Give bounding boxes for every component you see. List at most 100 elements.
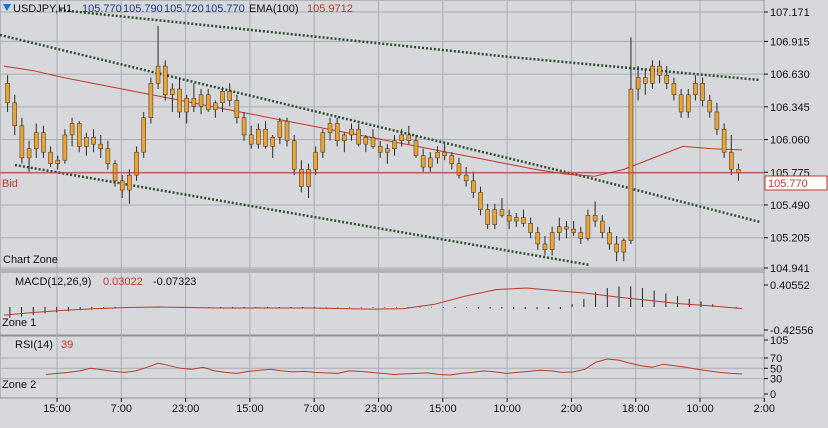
candle-body (600, 220, 605, 233)
candle-body (399, 134, 404, 141)
candle-body (127, 174, 132, 191)
candle-body (714, 111, 720, 130)
y-tick-label: 105.490 (770, 200, 810, 212)
candle-body (635, 77, 641, 90)
candle-body (628, 88, 634, 241)
candle-body (585, 215, 591, 239)
candle-body (356, 128, 361, 145)
ema-value: 105.9712 (307, 3, 353, 15)
main-panel-bg (0, 0, 765, 271)
x-tick-label: 7:00 (303, 403, 324, 415)
candle-body (721, 128, 727, 153)
y-tick-label: 106.915 (770, 36, 810, 48)
arrow-down-icon[interactable] (3, 4, 11, 11)
open-value: 105.770 (82, 3, 122, 15)
candle-body (657, 65, 662, 76)
y-tick-label: 106.630 (770, 69, 810, 81)
grid-lines (0, 0, 765, 398)
candle-body (313, 151, 318, 170)
candle-body (284, 120, 290, 141)
candle-body (205, 94, 211, 110)
macd-value-2: -0.07323 (153, 276, 196, 288)
x-tick-label: 15:00 (236, 403, 264, 415)
candle-body (650, 65, 655, 84)
candle-body (141, 117, 146, 153)
candle-body (248, 134, 254, 145)
y-tick-label: 105.205 (770, 233, 810, 245)
candle-body (134, 151, 139, 176)
x-tick-label: 18:00 (622, 403, 650, 415)
y-tick-label: 106.060 (770, 135, 810, 147)
chart-header: USDJPY,H1 105.770 105.790 105.720 105.77… (3, 3, 353, 15)
candle-body (514, 217, 519, 222)
symbol-label: USDJPY,H1 (13, 3, 72, 15)
candle-body (549, 232, 555, 250)
rsi-y-tick-label: 70 (770, 353, 782, 365)
candle-body (707, 100, 713, 113)
candle-body (234, 100, 240, 118)
candle-body (363, 136, 369, 145)
candle-body (55, 159, 60, 164)
trendline (59, 8, 761, 82)
x-tick-label: 23:00 (172, 403, 200, 415)
x-tick-label: 23:00 (365, 403, 393, 415)
candle-body (528, 223, 533, 233)
candle-body (385, 148, 390, 153)
candle-body (105, 148, 111, 164)
rsi-y-tick-label: 30 (770, 374, 782, 386)
candle-body (299, 169, 304, 187)
x-tick-label: 2:00 (561, 403, 582, 415)
candle-body (406, 134, 412, 141)
candle-body (69, 123, 75, 136)
bid-price-label: 105.770 (768, 178, 808, 190)
rsi-panel-bg (0, 335, 765, 399)
candle-body (578, 232, 584, 239)
candle-body (342, 134, 347, 141)
axis-labels: 15:00 7:00 23:00 15:00 7:00 23:00 15:00 10:00 2:… (43, 7, 813, 415)
rsi-zone-label: Zone 2 (2, 379, 36, 391)
candle-body (643, 77, 648, 84)
candle-body (198, 94, 204, 107)
candle-body (349, 128, 354, 136)
low-value: 105.720 (164, 3, 204, 15)
candle-body (256, 128, 261, 145)
macd-zone-label: Zone 1 (2, 317, 36, 329)
candle-body (614, 243, 619, 253)
candle-body (177, 88, 182, 113)
candle-body (184, 97, 189, 113)
candle-body (33, 132, 39, 149)
candle-body (592, 215, 598, 222)
candle-body (12, 102, 17, 127)
candle-body (327, 123, 333, 133)
candle-body (320, 132, 326, 153)
candle-body (155, 65, 161, 84)
rsi-y-tick-label: 50 (770, 363, 782, 375)
candle-body (291, 140, 297, 170)
candle-body (456, 163, 462, 176)
rsi-series (0, 357, 764, 380)
rsi-line (45, 358, 743, 376)
candle-body (277, 120, 283, 138)
candle-body (5, 83, 10, 104)
candle-body (571, 228, 576, 233)
candle-body (442, 151, 447, 156)
y-tick-label: 107.171 (770, 7, 810, 19)
trendline (0, 33, 761, 224)
rsi-y-tick-label: 105 (770, 335, 788, 347)
macd-series (3, 286, 743, 318)
candle-body (263, 128, 268, 147)
candle-body (428, 157, 433, 168)
bid-price-tag: 105.770 (764, 175, 828, 191)
candle-body (499, 209, 505, 216)
candle-body (119, 180, 125, 191)
candle-body (148, 83, 154, 118)
candle-body (564, 226, 569, 230)
candle-body (84, 136, 89, 147)
candle-body (227, 91, 232, 101)
candle-body (506, 215, 512, 222)
candle-body (213, 102, 218, 110)
rsi-value: 39 (61, 339, 73, 351)
candle-body (449, 155, 455, 164)
candle-body (471, 180, 476, 193)
